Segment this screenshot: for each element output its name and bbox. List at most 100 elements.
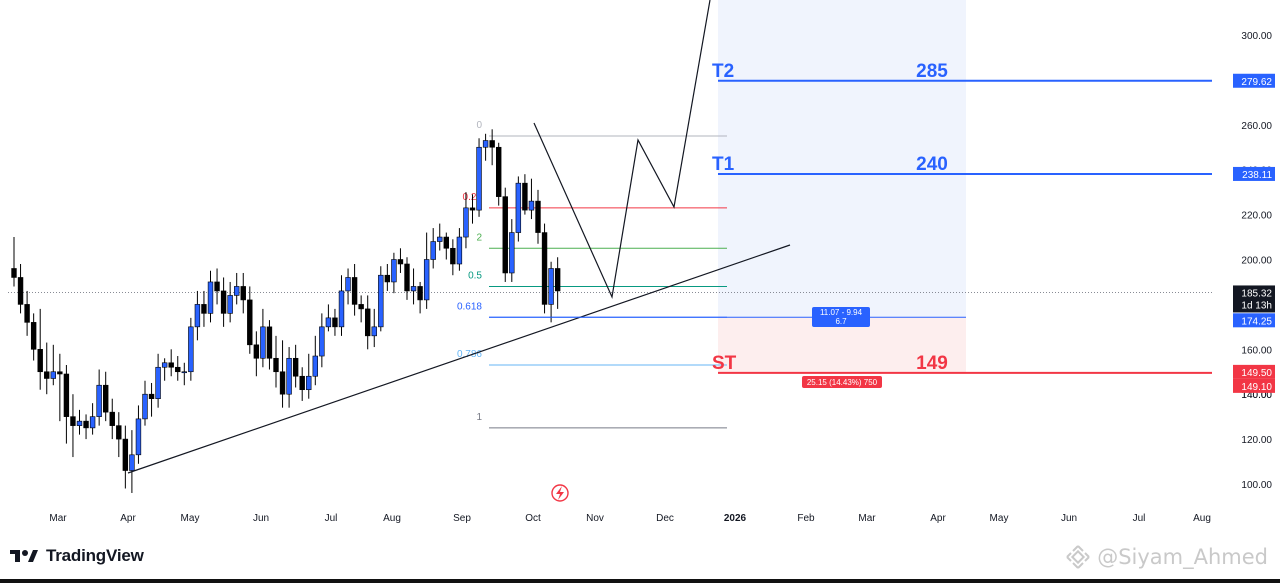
candle-body	[260, 326, 266, 359]
candle-body	[476, 146, 482, 211]
candle-body	[391, 259, 397, 283]
candle-body	[155, 366, 161, 399]
candle-body	[175, 366, 181, 373]
candle-body	[37, 348, 43, 373]
price-tick: 100.00	[1241, 480, 1272, 491]
candle-body	[410, 286, 417, 292]
time-tick: Sep	[453, 513, 471, 524]
candle-body	[397, 259, 404, 265]
candle-body	[11, 268, 17, 278]
candle-body	[417, 286, 423, 301]
candle-body	[181, 371, 187, 374]
fib-label: 0.618	[457, 301, 482, 312]
candle-body	[96, 384, 102, 417]
time-tick: Mar	[49, 513, 67, 524]
candle-body	[522, 182, 528, 211]
candle-body	[312, 355, 318, 377]
fib-label: 1	[476, 412, 482, 423]
price-tick: 160.00	[1241, 345, 1272, 356]
watermark-text: @Siyam_Ahmed	[1097, 545, 1268, 569]
time-tick: May	[990, 513, 1009, 524]
axis-tag-stop	[1233, 364, 1275, 379]
candle-body	[57, 371, 63, 375]
candle-body	[161, 362, 168, 368]
time-tick: Jul	[325, 513, 338, 524]
price-tick: 220.00	[1241, 211, 1272, 222]
tradingview-logo-icon	[10, 550, 38, 562]
target-value: 285	[916, 61, 948, 82]
candle-body	[345, 277, 351, 292]
candle-body	[207, 281, 214, 314]
target-lines[interactable]: T2 285 T1 240 ST 149 11.07 - 9.946.7 25.15 (14.…	[489, 61, 1212, 388]
candle-body	[148, 393, 155, 399]
candle-body	[89, 416, 96, 429]
axis-tag-entry-text: 174.25	[1241, 316, 1272, 327]
candle-body	[240, 286, 246, 301]
candle-body	[554, 268, 561, 292]
position-label-box	[812, 307, 870, 327]
candle-body	[129, 454, 135, 471]
axis-tag-stop-text: 149.50	[1241, 368, 1272, 379]
candle-body	[234, 286, 240, 296]
target-name: ST	[712, 353, 737, 374]
price-tick: 200.00	[1241, 256, 1272, 267]
candle-body	[201, 304, 207, 314]
axis-tag-t1	[1233, 166, 1275, 181]
price-axis[interactable]: 100.00120.00140.00160.00180.00200.00220.…	[1233, 31, 1275, 491]
last-price-text: 185.32	[1241, 288, 1272, 299]
position-zones	[8, 0, 1212, 530]
target-value: 149	[916, 353, 948, 374]
candle-body	[247, 299, 253, 346]
candle-body	[214, 281, 220, 292]
lightning-icon-bolt	[556, 486, 564, 500]
bottom-border	[0, 579, 1280, 583]
watermark: @Siyam_Ahmed	[1065, 544, 1268, 570]
candle-body	[103, 384, 109, 413]
axis-tag-t2	[1233, 73, 1275, 88]
candle-body	[528, 200, 535, 211]
candle-body	[423, 259, 430, 301]
time-tick: Aug	[1193, 513, 1211, 524]
binance-icon	[1066, 545, 1090, 569]
drawings[interactable]	[127, 0, 791, 502]
candle-body	[17, 277, 24, 305]
candle-body	[495, 146, 502, 197]
candle-body	[253, 344, 260, 359]
time-tick: Oct	[525, 513, 541, 524]
time-tick: Feb	[797, 513, 815, 524]
candle-body	[541, 232, 548, 305]
candle-body	[273, 357, 279, 373]
target-zone	[718, 0, 966, 318]
candle-body	[384, 274, 391, 283]
candle-body	[371, 326, 377, 337]
candle-body	[502, 196, 508, 274]
stop-label-box	[802, 376, 882, 388]
tradingview-logo[interactable]: TradingView	[10, 544, 144, 568]
candle-body	[509, 232, 515, 274]
fib-label: 0	[476, 120, 482, 131]
candle-body	[456, 236, 463, 265]
candle-body	[194, 304, 201, 328]
candles	[11, 129, 561, 493]
fib-label: 0.5	[468, 270, 482, 281]
candle-body	[30, 322, 37, 350]
lightning-icon	[551, 484, 569, 502]
candle-body	[286, 357, 292, 395]
candle-body	[515, 182, 522, 233]
candle-body	[430, 241, 436, 260]
axis-tag-entry	[1233, 313, 1275, 328]
candle-body	[437, 236, 443, 242]
candle-body	[70, 416, 76, 426]
time-tick: Nov	[586, 513, 604, 524]
target-name: T1	[712, 154, 735, 175]
candle-body	[188, 326, 194, 373]
candle-body	[404, 263, 410, 292]
axis-tag-t2-text: 279.62	[1241, 77, 1272, 88]
logo-text: TradingView	[46, 546, 144, 565]
candle-body	[279, 371, 286, 395]
candle-body	[227, 295, 233, 314]
time-tick: Jun	[253, 513, 269, 524]
time-axis[interactable]: Mar Apr May Jun Jul Aug Sep Oct Nov Dec 2026 Feb Mar…	[49, 513, 1211, 524]
countdown-text: 1d 13h	[1241, 300, 1272, 311]
